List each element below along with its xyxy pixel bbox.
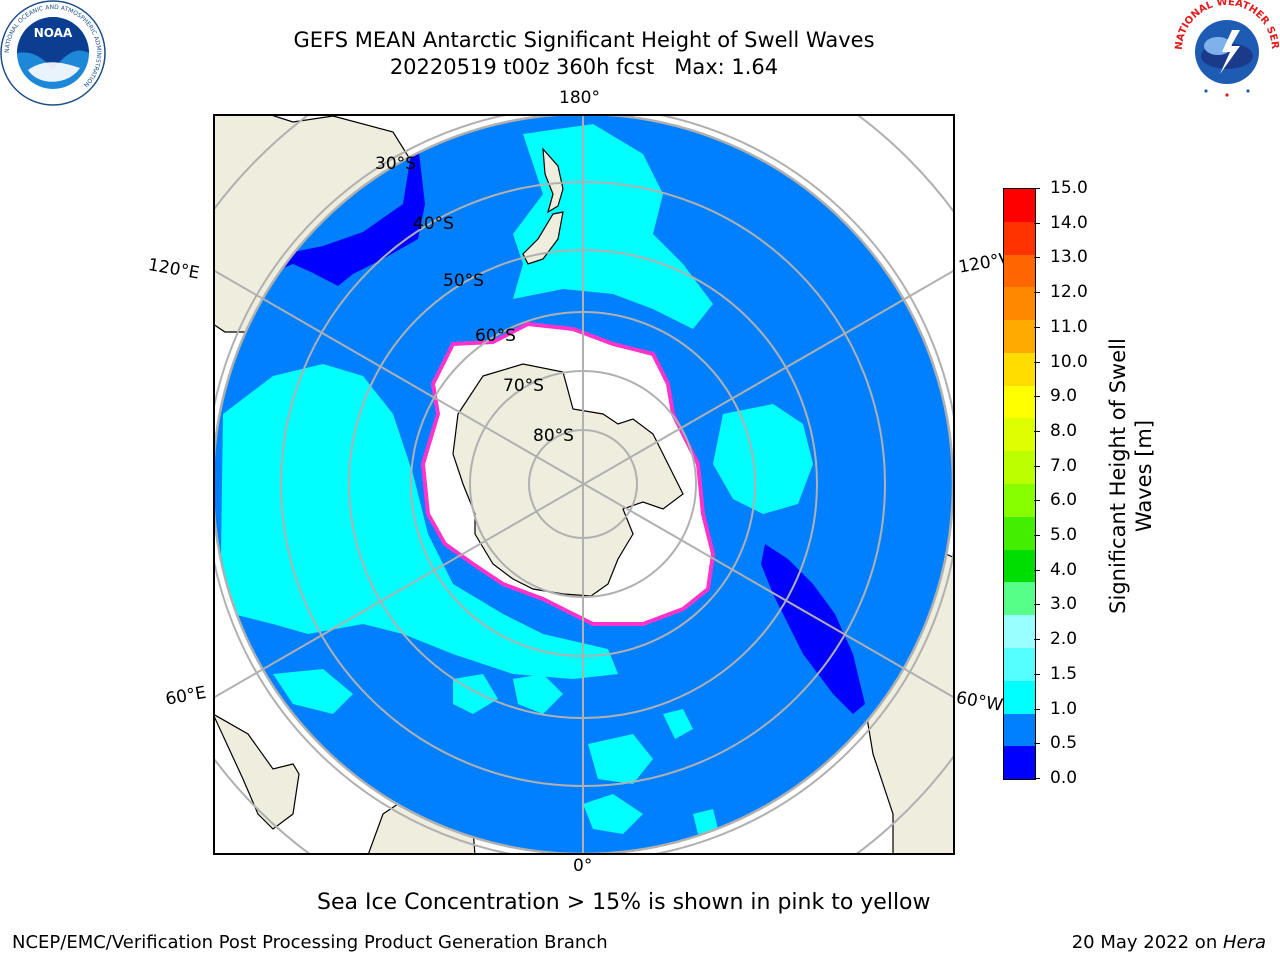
chart-subtitle: 20220519 t00z 360h fcst Max: 1.64	[389, 55, 779, 79]
lon-label-180: 180°	[559, 88, 600, 108]
new-zealand-south	[522, 211, 564, 265]
colorbar-tick-label: 10.0	[1050, 351, 1088, 372]
noaa-logo-text: NOAA	[34, 26, 73, 40]
lat-label-60s: 60°S	[475, 326, 516, 346]
colorbar-tick-label: 2.0	[1050, 629, 1078, 650]
swell-region-west	[221, 364, 618, 679]
colorbar-segment	[1004, 713, 1035, 747]
colorbar-tick-label: 8.0	[1050, 420, 1078, 441]
colorbar-segment	[1004, 320, 1035, 353]
colorbar-tick-mark	[1034, 604, 1040, 606]
colorbar-tick-mark	[1034, 673, 1040, 675]
colorbar-tick-mark	[1034, 708, 1040, 710]
footer-date-text: 20 May 2022 on	[1071, 932, 1223, 953]
colorbar-label: Significant Height of Swell Waves [m]	[1105, 316, 1157, 636]
colorbar-tick-mark	[1034, 778, 1040, 779]
colorbar-segment	[1004, 680, 1035, 714]
colorbar-tick-label: 0.5	[1050, 733, 1078, 754]
swell-region-southwest	[273, 669, 353, 714]
swell-region-north	[513, 124, 713, 329]
colorbar-segment	[1004, 189, 1035, 222]
colorbar-segment	[1004, 221, 1035, 255]
lat-label-30s: 30°S	[375, 154, 416, 174]
colorbar-label-line1: Significant Height of Swell	[1106, 338, 1130, 614]
colorbar-segment	[1004, 582, 1035, 616]
colorbar-label-line2: Waves [m]	[1132, 419, 1156, 533]
colorbar-tick-label: 14.0	[1050, 212, 1088, 233]
colorbar-tick-label: 0.0	[1050, 768, 1078, 788]
lon-label-60e: 60°E	[164, 682, 208, 710]
colorbar-tick-mark	[1034, 326, 1040, 328]
colorbar-segment	[1004, 451, 1035, 485]
colorbar-tick-mark	[1034, 743, 1040, 745]
nws-logo: NATIONAL WEATHER SERVICE	[1174, 0, 1280, 97]
low-swell-south-america	[761, 544, 865, 714]
sea-ice-note: Sea Ice Concentration > 15% is shown in …	[317, 890, 931, 915]
colorbar-segment	[1004, 647, 1035, 681]
lat-label-40s: 40°S	[413, 214, 454, 234]
colorbar-segment	[1004, 615, 1035, 648]
colorbar-tick-mark	[1034, 396, 1040, 398]
swell-region-east	[713, 404, 813, 514]
colorbar-tick-mark	[1034, 257, 1040, 259]
colorbar-tick-label: 7.0	[1050, 455, 1078, 476]
lon-label-120w: 120°W	[957, 250, 1006, 278]
lon-label-120e: 120°E	[146, 255, 201, 284]
colorbar-segment	[1004, 385, 1035, 419]
new-zealand-north	[542, 147, 564, 214]
colorbar-segment	[1004, 746, 1035, 780]
low-swell-australia	[281, 144, 425, 286]
madagascar-land	[213, 713, 300, 830]
colorbar-segment	[1004, 516, 1035, 550]
colorbar-tick-mark	[1034, 430, 1040, 432]
footer-host: Hera	[1222, 932, 1266, 953]
colorbar-tick-label: 6.0	[1050, 490, 1078, 511]
colorbar-segment	[1004, 287, 1035, 321]
lon-label-60w: 60°W	[954, 688, 1005, 716]
map-frame	[213, 114, 955, 855]
colorbar-tick-label: 9.0	[1050, 386, 1078, 407]
colorbar-tick-mark	[1034, 500, 1040, 502]
colorbar-tick-mark	[1034, 188, 1040, 189]
colorbar-tick-mark	[1034, 292, 1040, 294]
colorbar-tick-label: 12.0	[1050, 282, 1088, 303]
colorbar-segment	[1004, 352, 1035, 386]
colorbar-tick-label: 1.5	[1050, 663, 1078, 684]
colorbar-tick-mark	[1034, 535, 1040, 537]
colorbar	[1003, 188, 1036, 780]
noaa-logo: NATIONAL OCEANIC AND ATMOSPHERIC ADMINIS…	[0, 0, 106, 106]
footer-credit: NCEP/EMC/Verification Post Processing Pr…	[12, 932, 608, 953]
colorbar-segment	[1004, 418, 1035, 452]
colorbar-segment	[1004, 254, 1035, 288]
colorbar-tick-label: 3.0	[1050, 594, 1078, 615]
colorbar-segment	[1004, 549, 1035, 583]
chart-title: GEFS MEAN Antarctic Significant Height o…	[293, 28, 875, 52]
antarctica-land	[452, 363, 684, 597]
colorbar-tick-mark	[1034, 361, 1040, 363]
colorbar-tick-label: 4.0	[1050, 559, 1078, 580]
colorbar-tick-label: 15.0	[1050, 178, 1088, 198]
colorbar-tick-label: 11.0	[1050, 316, 1088, 337]
colorbar-tick-label: 1.0	[1050, 698, 1078, 719]
lat-label-80s: 80°S	[533, 426, 574, 446]
lat-label-50s: 50°S	[443, 271, 484, 291]
polar-map: 30°S 40°S 50°S 60°S 70°S 80°S	[213, 114, 955, 855]
colorbar-tick-mark	[1034, 569, 1040, 571]
colorbar-tick-label: 13.0	[1050, 247, 1088, 268]
colorbar-tick-mark	[1034, 222, 1040, 224]
colorbar-segment	[1004, 484, 1035, 517]
lon-label-0: 0°	[573, 856, 593, 876]
lat-label-70s: 70°S	[503, 376, 544, 396]
footer-date: 20 May 2022 on Hera	[1072, 932, 1266, 953]
colorbar-tick-mark	[1034, 465, 1040, 467]
colorbar-ticks: 15.0 14.0 13.0 12.0 11.0 10.0 9.0 8.0 7.0 6.0 5.0 4…	[1034, 180, 1096, 787]
colorbar-tick-mark	[1034, 639, 1040, 641]
colorbar-tick-label: 5.0	[1050, 525, 1078, 546]
